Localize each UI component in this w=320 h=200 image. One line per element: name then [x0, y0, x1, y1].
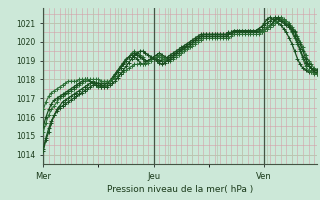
X-axis label: Pression niveau de la mer( hPa ): Pression niveau de la mer( hPa ) — [107, 185, 253, 194]
